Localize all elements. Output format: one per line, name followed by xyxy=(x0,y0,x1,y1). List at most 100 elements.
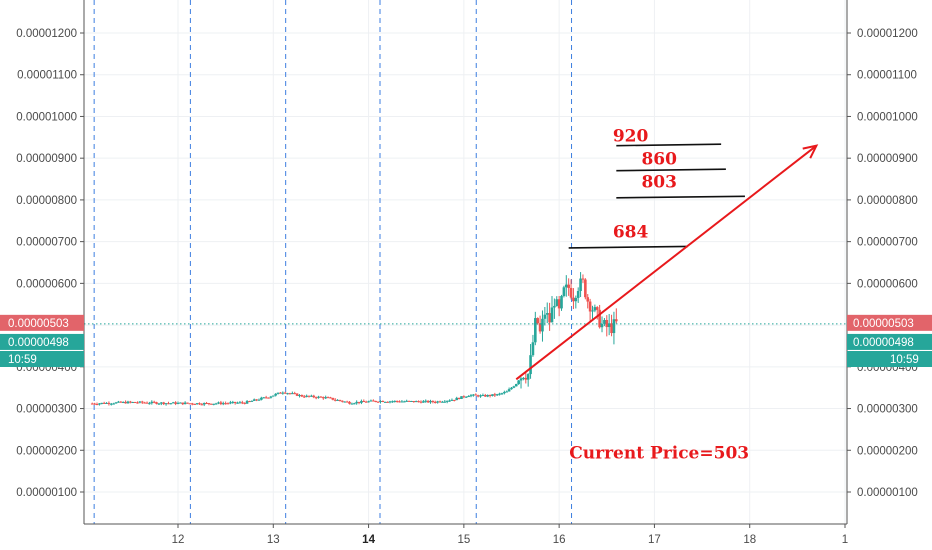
y-tick-label-right: 0.00001000 xyxy=(857,111,918,123)
candle-body xyxy=(245,401,249,404)
x-tick-label: 15 xyxy=(457,534,470,546)
candle-body xyxy=(345,401,349,403)
candle-body xyxy=(493,394,497,396)
candle-body xyxy=(453,399,456,401)
x-tick-label: 16 xyxy=(553,534,566,546)
candle-body xyxy=(102,402,106,404)
candle-body xyxy=(267,397,270,399)
x-tick-label: 18 xyxy=(743,534,756,546)
trend-arrow xyxy=(515,144,819,381)
candle-body xyxy=(93,403,96,405)
candle-body xyxy=(133,402,137,404)
target-label: 684 xyxy=(613,222,649,242)
candle-body xyxy=(210,403,213,405)
candle-body xyxy=(412,400,416,403)
candle-body xyxy=(476,395,480,397)
candle-body xyxy=(124,401,127,404)
candle-body xyxy=(386,401,389,403)
candle-body xyxy=(426,400,430,403)
y-tick-label-left: 0.00000100 xyxy=(16,487,77,499)
x-axis: 12 13 14 15 16 17 18 1 xyxy=(172,524,848,546)
candle-body xyxy=(433,402,437,404)
candle-body xyxy=(483,395,487,397)
candle-body xyxy=(400,401,404,403)
candle-body xyxy=(479,395,482,397)
candle-body xyxy=(145,402,149,404)
candle-body xyxy=(319,396,323,398)
trend-arrow-head xyxy=(802,144,819,159)
candle-body xyxy=(257,399,261,401)
price-tag-left xyxy=(0,314,84,331)
price-tag-left-label: 0.00000498 xyxy=(8,337,69,349)
candle-body xyxy=(603,319,606,324)
candle-body xyxy=(164,403,168,405)
target-lines xyxy=(568,143,745,249)
candle-body xyxy=(198,403,201,405)
candle-body xyxy=(553,305,556,308)
candle-body xyxy=(155,402,158,404)
candle-body xyxy=(293,393,297,395)
candle-body xyxy=(481,395,485,397)
candle-body xyxy=(591,310,594,312)
candle-body xyxy=(288,393,292,395)
candle-body xyxy=(455,397,459,401)
candle-body xyxy=(98,403,101,405)
price-tag-right-label: 0.00000498 xyxy=(853,337,914,349)
candle-body xyxy=(505,391,509,393)
candle-body xyxy=(598,309,601,328)
target-line xyxy=(616,195,745,199)
candle-body xyxy=(531,342,535,356)
candle-body xyxy=(524,377,528,380)
candle-body xyxy=(534,318,537,343)
candle-body xyxy=(276,392,280,394)
candle-body xyxy=(448,400,451,402)
candle-body xyxy=(600,323,604,328)
candle-body xyxy=(274,393,277,396)
candle-body xyxy=(322,397,325,399)
candle-body xyxy=(357,401,361,403)
candle-body xyxy=(236,402,239,404)
candle-body xyxy=(248,401,251,403)
candle-body xyxy=(398,401,401,403)
y-tick-label-left: 0.00001100 xyxy=(17,70,77,82)
candle-body xyxy=(517,380,520,385)
candle-body xyxy=(307,395,311,397)
y-tick-label-left: 0.00001000 xyxy=(16,111,77,123)
candle-body xyxy=(117,401,120,403)
candle-body xyxy=(462,396,466,398)
price-tag-right xyxy=(847,351,932,367)
candle-body xyxy=(150,401,154,404)
annotations: 920 860 803 684 Current Price=503 xyxy=(569,126,749,463)
candle-body xyxy=(436,401,439,403)
candle-body xyxy=(607,323,611,328)
candle-body xyxy=(291,393,294,395)
target-line xyxy=(616,143,722,147)
candle-body xyxy=(376,401,380,403)
candle-body xyxy=(119,401,123,403)
candle-body xyxy=(593,307,597,311)
candle-body xyxy=(419,401,423,403)
y-axis-left: 0.000001000.000002000.000003000.00000400… xyxy=(16,28,84,499)
candle-body xyxy=(429,400,432,403)
y-tick-label-right: 0.00000200 xyxy=(857,445,918,457)
y-tick-label-right: 0.00000600 xyxy=(857,278,918,290)
candle-body xyxy=(395,400,399,402)
candle-body xyxy=(407,400,411,402)
candle-body xyxy=(300,395,304,397)
candle-body xyxy=(538,323,542,332)
candle-body xyxy=(152,401,156,403)
price-tag-right-label: 10:59 xyxy=(890,354,919,366)
candle-body xyxy=(364,401,368,403)
candle-body xyxy=(160,402,163,404)
candle-body xyxy=(450,399,454,401)
candle-body xyxy=(326,397,330,399)
candle-body xyxy=(283,392,287,394)
axes-frame xyxy=(83,0,848,525)
candle-body xyxy=(405,400,408,402)
candle-body xyxy=(231,401,235,403)
candle-body xyxy=(207,403,211,405)
candle-body xyxy=(569,287,573,298)
candle-body xyxy=(224,403,227,405)
candle-body xyxy=(469,395,473,397)
